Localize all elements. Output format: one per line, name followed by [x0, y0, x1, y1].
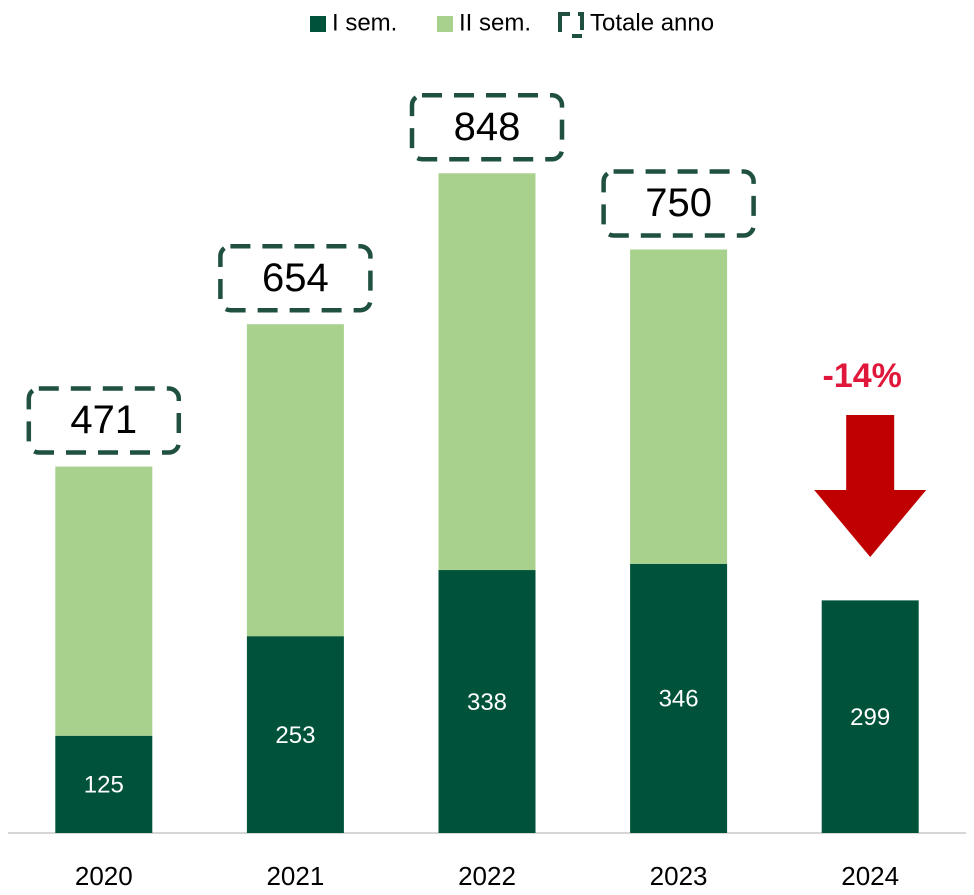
- total-label: 848: [454, 105, 521, 149]
- legend-swatch: [310, 16, 326, 32]
- bar-value-label: 125: [84, 772, 124, 799]
- bar-segment: [246, 636, 344, 833]
- x-tick-label: 2024: [841, 861, 899, 890]
- total-label: 471: [70, 398, 137, 442]
- bar-segment: [438, 173, 536, 571]
- total-box: [218, 243, 373, 313]
- legend-swatch: [437, 16, 453, 32]
- legend-label: Totale anno: [590, 9, 714, 36]
- total-box: [26, 386, 182, 455]
- bar-segment: [55, 735, 153, 833]
- arrow: [814, 415, 927, 557]
- bar-segment: [821, 600, 919, 833]
- bar-value-label: 253: [275, 722, 315, 749]
- bar-segment: [55, 466, 153, 736]
- total-box: [601, 169, 756, 238]
- bar-segment: [630, 563, 728, 833]
- bar-segment: [438, 570, 536, 833]
- x-tick-label: 2020: [75, 861, 133, 890]
- x-tick-label: 2023: [650, 861, 708, 890]
- x-tick-label: 2021: [266, 861, 324, 890]
- legend-label: II sem.: [459, 9, 531, 36]
- total-label: 750: [645, 181, 712, 225]
- legend-label: I sem.: [332, 9, 397, 36]
- bar-value-label: 338: [467, 689, 507, 716]
- bar-segment: [246, 324, 344, 637]
- total-box: [409, 93, 565, 162]
- legend-icon: [558, 12, 584, 38]
- bar-value-label: 346: [659, 686, 699, 713]
- bar-segment: [630, 249, 728, 564]
- total-label: 654: [262, 256, 329, 300]
- x-tick-label: 2022: [458, 861, 516, 890]
- bar-value-label: 299: [850, 704, 890, 731]
- annotation: -14%: [823, 357, 902, 395]
